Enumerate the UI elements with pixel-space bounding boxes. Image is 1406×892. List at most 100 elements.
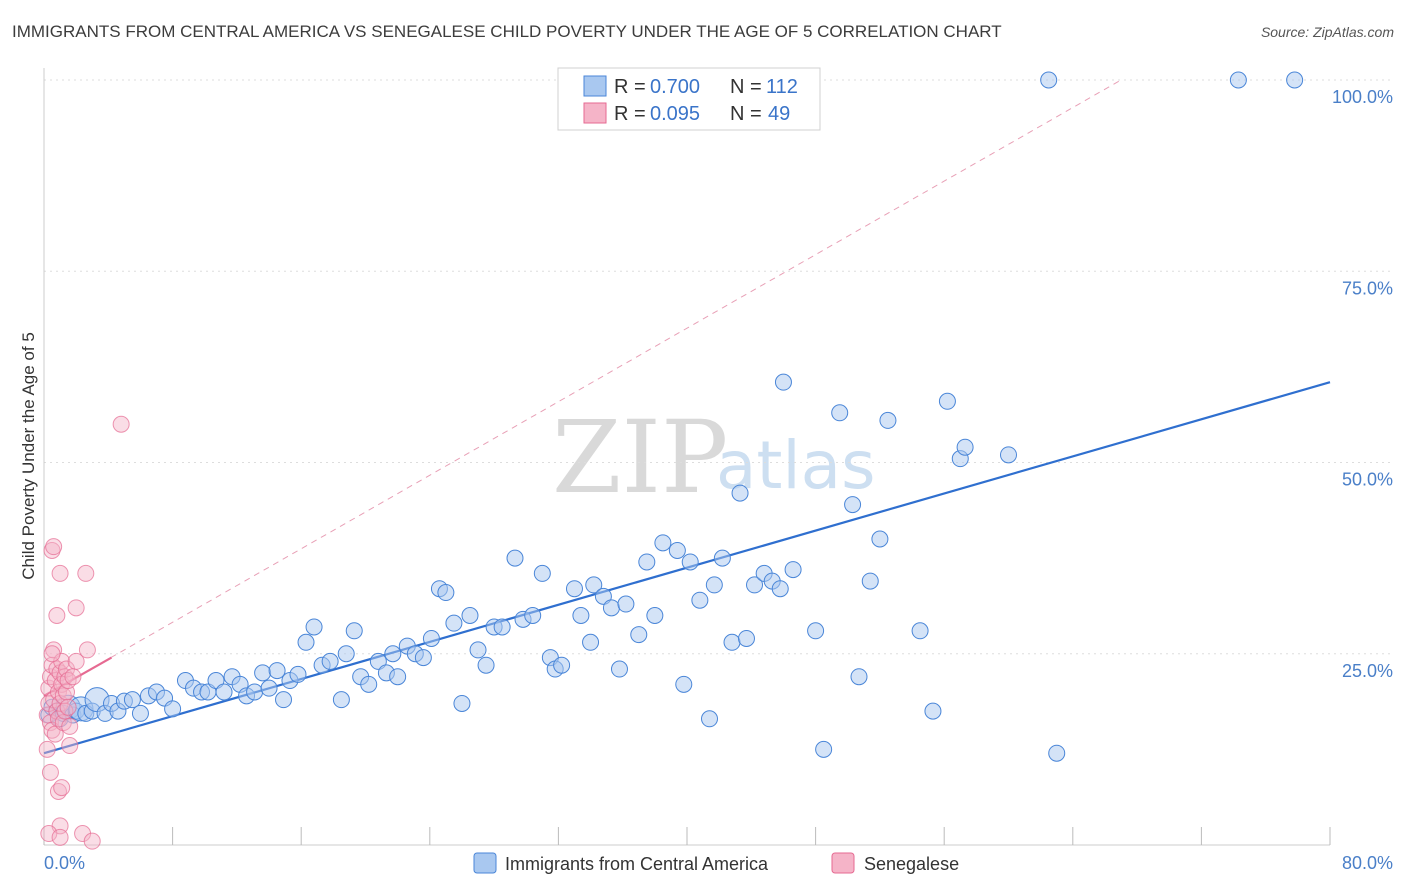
data-point-central-america — [1048, 744, 1066, 762]
legend-r-value: 0.700 — [650, 76, 700, 98]
data-point-central-america — [384, 645, 402, 663]
data-point-senegalese — [41, 763, 59, 781]
data-point-central-america — [305, 618, 323, 636]
data-point-central-america — [389, 668, 407, 686]
data-point-central-america — [1286, 71, 1304, 89]
data-point-central-america — [731, 484, 749, 502]
data-point-central-america — [691, 591, 709, 609]
data-point-senegalese — [112, 415, 130, 433]
x-tick-label-min: 0.0% — [44, 853, 85, 873]
data-point-senegalese — [51, 828, 69, 846]
data-point-senegalese — [53, 779, 71, 797]
data-point-central-america — [646, 607, 664, 624]
data-point-central-america — [831, 404, 849, 422]
data-point-central-america — [506, 549, 524, 567]
data-point-central-america — [164, 700, 182, 718]
source-label: Source: ZipAtlas.com — [1260, 24, 1394, 40]
series-label-central-america: Immigrants from Central America — [505, 854, 769, 874]
data-point-senegalese — [61, 717, 79, 735]
data-point-central-america — [321, 652, 339, 670]
data-point-central-america — [524, 607, 542, 624]
chart-title: IMMIGRANTS FROM CENTRAL AMERICA VS SENEG… — [12, 22, 1002, 41]
data-point-central-america — [572, 607, 590, 624]
data-point-central-america — [422, 629, 440, 647]
data-point-central-america — [565, 580, 583, 598]
data-point-central-america — [654, 534, 672, 552]
data-point-senegalese — [83, 832, 101, 850]
legend-swatch-pink — [583, 102, 607, 124]
axes — [43, 68, 1331, 846]
data-point-central-america — [332, 691, 350, 709]
correlation-legend: R = 0.700 N = 112 R = 0.095 N = 49 — [557, 67, 821, 131]
data-point-senegalese — [64, 668, 82, 686]
data-point-central-america — [737, 629, 755, 647]
data-point-central-america — [705, 576, 723, 594]
series-swatch-pink — [831, 852, 855, 874]
data-point-central-america — [414, 649, 432, 667]
data-point-central-america — [297, 633, 315, 651]
legend-r-label: R = — [614, 76, 646, 98]
data-point-senegalese — [67, 652, 85, 670]
y-axis-label: Child Poverty Under the Age of 5 — [19, 332, 38, 580]
data-point-central-america — [924, 702, 942, 720]
legend-n-label: N = — [730, 76, 762, 98]
x-tick-label-max: 80.0% — [1342, 853, 1393, 873]
legend-r-label: R = — [614, 103, 646, 125]
data-point-central-america — [337, 645, 355, 663]
data-point-senegalese — [40, 825, 58, 843]
data-point-central-america — [1040, 71, 1058, 89]
data-point-central-america — [610, 660, 628, 678]
data-point-central-america — [630, 626, 648, 644]
data-point-central-america — [582, 633, 600, 651]
data-point-central-america — [260, 679, 278, 697]
series-legend: Immigrants from Central America Senegale… — [473, 852, 959, 874]
data-point-senegalese — [51, 564, 69, 582]
legend-n-value: 49 — [768, 103, 790, 125]
data-point-central-america — [360, 675, 378, 693]
legend-n-value: 112 — [766, 76, 798, 98]
data-point-senegalese — [38, 740, 56, 758]
series-label-senegalese: Senegalese — [864, 854, 959, 874]
data-point-central-america — [784, 561, 802, 579]
data-point-senegalese — [48, 607, 66, 624]
data-point-central-america — [938, 392, 956, 410]
data-point-central-america — [461, 607, 479, 624]
data-point-central-america — [871, 530, 889, 548]
data-point-central-america — [638, 553, 656, 571]
data-point-senegalese — [77, 564, 95, 582]
data-point-central-america — [807, 622, 825, 640]
data-point-central-america — [681, 553, 699, 571]
data-point-central-america — [879, 411, 897, 429]
trend-extension-senegalese — [43, 79, 1122, 697]
data-point-central-america — [131, 704, 149, 722]
data-points — [38, 71, 1304, 850]
data-point-central-america — [345, 622, 363, 640]
data-point-senegalese — [67, 599, 85, 617]
data-point-central-america — [861, 572, 879, 590]
data-point-central-america — [723, 633, 741, 651]
data-point-central-america — [254, 664, 272, 682]
data-point-central-america — [746, 576, 764, 594]
data-point-central-america — [850, 668, 868, 686]
y-tick-label: 100.0% — [1332, 87, 1393, 107]
y-tick-label: 50.0% — [1342, 470, 1393, 490]
data-point-central-america — [844, 496, 862, 514]
data-point-central-america — [275, 691, 293, 709]
data-point-central-america — [774, 373, 792, 391]
series-swatch-blue — [473, 852, 497, 874]
data-point-central-america — [215, 683, 233, 701]
data-point-central-america — [289, 665, 307, 683]
data-point-central-america — [477, 656, 495, 674]
data-point-central-america — [437, 584, 455, 602]
data-point-central-america — [815, 740, 833, 758]
data-point-central-america — [585, 576, 603, 594]
data-point-central-america — [675, 675, 693, 693]
data-point-central-america — [617, 595, 635, 613]
data-point-central-america — [1000, 446, 1017, 464]
legend-swatch-blue — [583, 75, 607, 97]
data-point-central-america — [445, 614, 463, 632]
data-point-senegalese — [59, 698, 77, 716]
data-point-central-america — [713, 549, 731, 567]
legend-r-value: 0.095 — [650, 103, 700, 125]
data-point-central-america — [268, 662, 286, 680]
